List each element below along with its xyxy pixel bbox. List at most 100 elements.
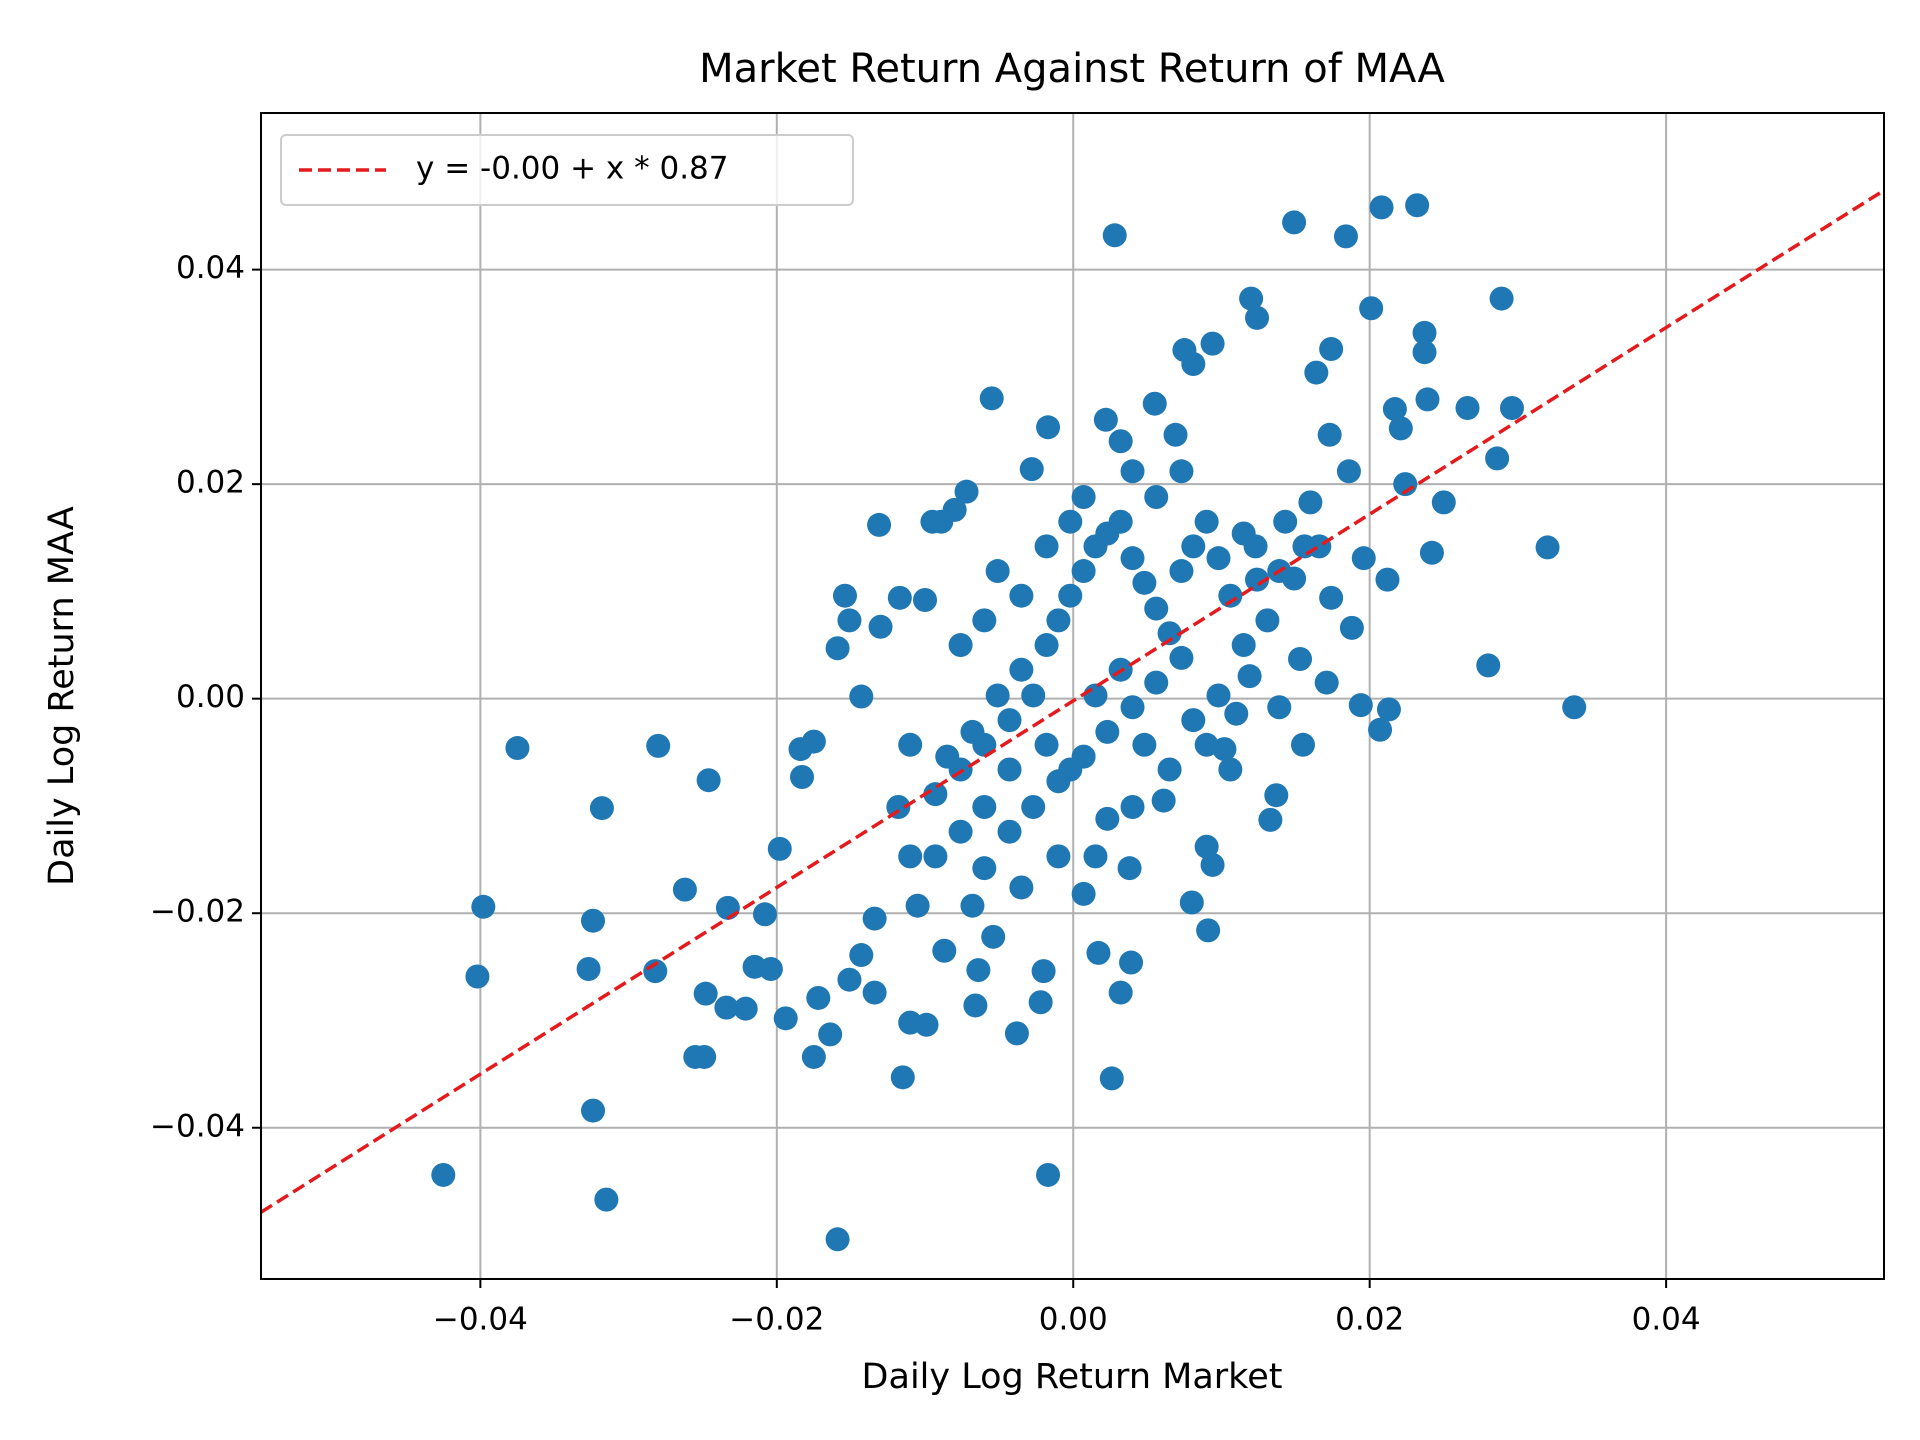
x-tick-label: 0.02 bbox=[1335, 1302, 1404, 1338]
point bbox=[1485, 446, 1510, 471]
point bbox=[1144, 485, 1169, 510]
point bbox=[1046, 844, 1071, 869]
point bbox=[923, 844, 948, 869]
point bbox=[1058, 583, 1083, 608]
point bbox=[985, 683, 1010, 708]
point bbox=[576, 956, 601, 981]
point bbox=[1455, 395, 1480, 420]
point bbox=[1157, 757, 1182, 782]
point bbox=[806, 985, 831, 1010]
point bbox=[849, 684, 874, 709]
point bbox=[1108, 980, 1133, 1005]
point bbox=[1194, 834, 1219, 859]
point bbox=[1120, 459, 1145, 484]
point bbox=[997, 708, 1022, 733]
point bbox=[960, 893, 985, 918]
point bbox=[1264, 783, 1289, 808]
point bbox=[1169, 559, 1194, 584]
point bbox=[1376, 697, 1401, 722]
point bbox=[1388, 416, 1413, 441]
point bbox=[923, 782, 948, 807]
point bbox=[1009, 875, 1034, 900]
point bbox=[1071, 559, 1096, 584]
point bbox=[1288, 646, 1313, 671]
point bbox=[1169, 645, 1194, 670]
point bbox=[1431, 490, 1456, 515]
point bbox=[1169, 459, 1194, 484]
point bbox=[1476, 653, 1501, 678]
point bbox=[913, 587, 938, 612]
point bbox=[1419, 540, 1444, 565]
point bbox=[1009, 583, 1034, 608]
legend-box bbox=[280, 134, 854, 206]
point bbox=[1058, 757, 1083, 782]
point bbox=[581, 1098, 606, 1123]
point bbox=[1562, 695, 1587, 720]
point bbox=[1021, 795, 1046, 820]
point bbox=[773, 1006, 798, 1031]
point bbox=[1046, 608, 1071, 633]
point bbox=[985, 559, 1010, 584]
point bbox=[1317, 422, 1342, 447]
point bbox=[1108, 509, 1133, 534]
point bbox=[1319, 336, 1344, 361]
point bbox=[672, 877, 697, 902]
point bbox=[954, 479, 979, 504]
chart-title: Market Return Against Return of MAA bbox=[699, 46, 1445, 92]
point bbox=[1120, 695, 1145, 720]
point bbox=[966, 958, 991, 983]
point bbox=[594, 1187, 619, 1212]
point bbox=[1083, 844, 1108, 869]
point bbox=[1368, 717, 1393, 742]
point bbox=[1489, 286, 1514, 311]
point bbox=[1117, 856, 1142, 881]
point bbox=[849, 943, 874, 968]
point bbox=[1194, 509, 1219, 534]
point bbox=[935, 744, 960, 769]
point bbox=[1290, 732, 1315, 757]
point bbox=[1028, 990, 1053, 1015]
point bbox=[1382, 397, 1407, 422]
point bbox=[1102, 223, 1127, 248]
legend: y = -0.00 + x * 0.87 bbox=[280, 134, 854, 206]
point bbox=[465, 964, 490, 989]
point bbox=[948, 819, 973, 844]
point bbox=[581, 908, 606, 933]
point bbox=[1336, 459, 1361, 484]
point bbox=[1333, 224, 1358, 249]
point bbox=[825, 636, 850, 661]
point bbox=[646, 733, 671, 758]
point bbox=[1083, 683, 1108, 708]
point bbox=[1144, 670, 1169, 695]
point bbox=[1151, 788, 1176, 813]
point bbox=[832, 583, 857, 608]
point bbox=[1142, 391, 1167, 416]
point bbox=[960, 719, 985, 744]
point bbox=[1036, 415, 1061, 440]
point bbox=[683, 1044, 708, 1069]
point bbox=[1132, 732, 1157, 757]
plot-area bbox=[261, 188, 1884, 1252]
point bbox=[1021, 683, 1046, 708]
point bbox=[1093, 407, 1118, 432]
point bbox=[1119, 950, 1144, 975]
point bbox=[1099, 1066, 1124, 1091]
point bbox=[1218, 757, 1243, 782]
point bbox=[932, 938, 957, 963]
point bbox=[714, 995, 739, 1020]
point bbox=[1375, 567, 1400, 592]
point bbox=[818, 1022, 843, 1047]
point bbox=[767, 836, 792, 861]
point bbox=[1009, 657, 1034, 682]
x-tick-label: −0.04 bbox=[433, 1302, 528, 1338]
point bbox=[862, 980, 887, 1005]
point bbox=[905, 893, 930, 918]
x-axis-label: Daily Log Return Market bbox=[862, 1357, 1283, 1397]
point bbox=[801, 729, 826, 754]
point bbox=[1163, 422, 1188, 447]
point bbox=[972, 795, 997, 820]
plot-frame bbox=[260, 112, 1885, 1280]
point bbox=[1206, 683, 1231, 708]
point bbox=[981, 924, 1006, 949]
